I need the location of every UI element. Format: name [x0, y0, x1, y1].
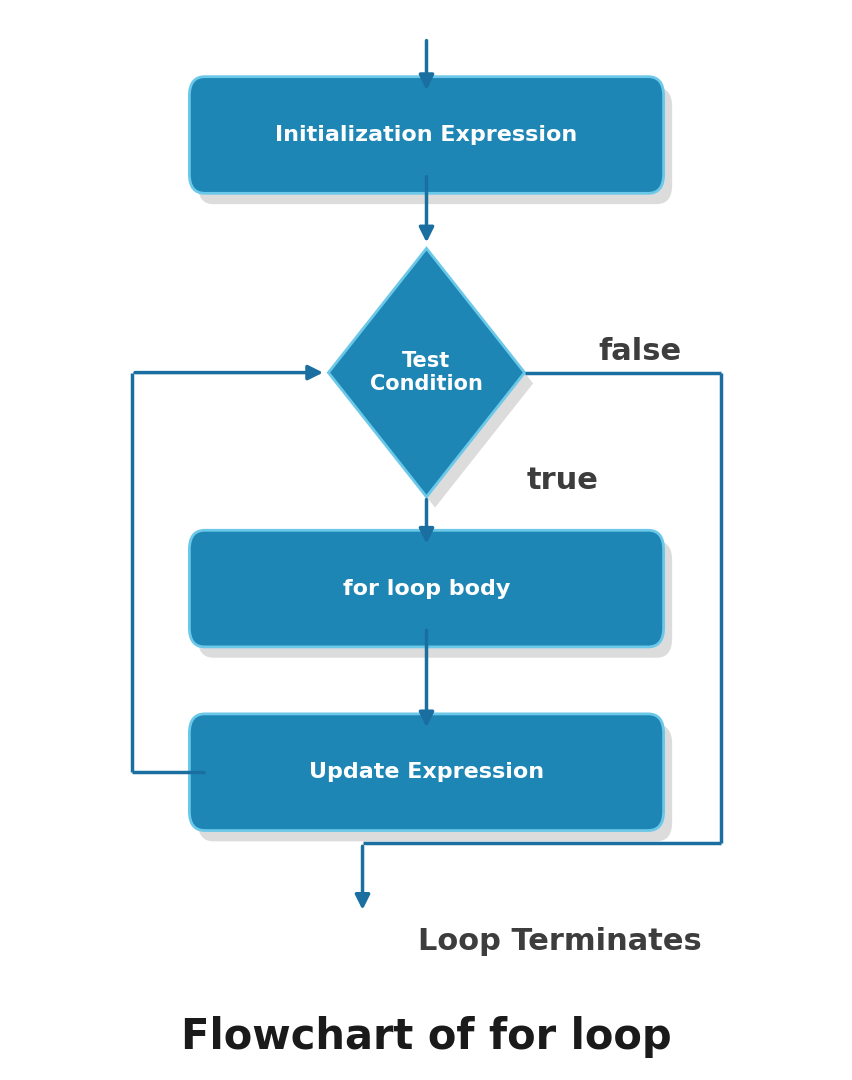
Text: false: false: [597, 337, 681, 365]
Text: for loop body: for loop body: [343, 579, 509, 598]
Polygon shape: [337, 259, 532, 508]
FancyBboxPatch shape: [198, 87, 671, 204]
Text: Loop Terminates: Loop Terminates: [417, 928, 701, 956]
FancyBboxPatch shape: [189, 77, 663, 193]
FancyBboxPatch shape: [198, 541, 671, 658]
FancyBboxPatch shape: [189, 714, 663, 831]
Text: Test
Condition: Test Condition: [370, 351, 482, 394]
FancyBboxPatch shape: [189, 530, 663, 647]
Polygon shape: [328, 248, 524, 497]
Text: true: true: [527, 467, 598, 495]
Text: Flowchart of for loop: Flowchart of for loop: [181, 1016, 671, 1057]
Text: Initialization Expression: Initialization Expression: [275, 125, 577, 145]
FancyBboxPatch shape: [198, 725, 671, 841]
Text: Update Expression: Update Expression: [308, 762, 544, 782]
